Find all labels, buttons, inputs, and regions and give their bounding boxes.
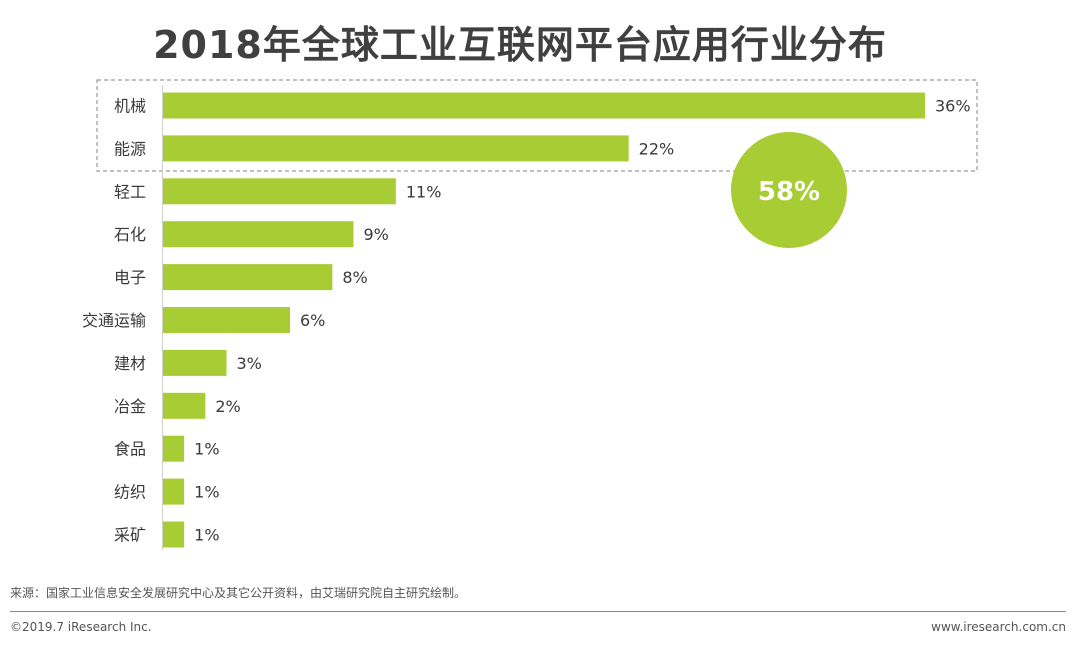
bar-5 [163,264,333,291]
value-label: 1% [194,526,219,545]
bar-chart: 机械 36% 能源 22% 轻工 11% 石化 9% 电子 8% 交通运输 6% 建材 3% 冶金 2% 食品 1… [82,79,978,550]
highlight-circle [731,132,847,248]
bar-3 [163,178,396,205]
bar-4 [163,221,354,248]
highlight-box [96,79,978,172]
category-label: 机械 [114,97,146,116]
source-note: 来源：国家工业信息安全发展研究中心及其它公开资料，由艾瑞研究院自主研究绘制。 [10,586,467,600]
value-label: 22% [639,139,675,158]
bar-7 [163,349,227,376]
bar-8 [163,392,206,419]
category-label: 交通运输 [82,311,146,330]
page-title: 2018年全球工业互联网平台应用行业分布 [153,23,887,67]
value-label: 6% [300,311,325,330]
bar-10 [163,478,185,505]
category-label: 采矿 [114,526,146,545]
footer-divider [10,611,1066,612]
value-label: 1% [194,483,219,502]
value-label: 11% [406,182,442,201]
category-label: 纺织 [114,483,146,502]
value-label: 8% [342,268,367,287]
value-label: 36% [935,97,971,116]
category-label: 食品 [114,440,146,459]
category-label: 建材 [114,354,146,373]
category-label: 能源 [114,139,146,158]
category-label: 冶金 [114,397,146,416]
copyright-text: ©2019.7 iResearch Inc. [10,620,152,634]
category-label: 石化 [114,225,146,244]
bar-2 [163,135,629,162]
value-label: 9% [364,225,389,244]
highlight-total-label: 58% [758,177,820,207]
bar-6 [163,307,290,333]
value-label: 1% [194,440,219,459]
website-url: www.iresearch.com.cn [931,620,1066,634]
value-label: 3% [237,354,262,373]
bar-1 [163,92,925,119]
category-label: 轻工 [114,182,146,201]
bar-9 [163,435,185,462]
category-label: 电子 [114,268,146,287]
bar-11 [163,521,185,548]
value-label: 2% [215,397,240,416]
